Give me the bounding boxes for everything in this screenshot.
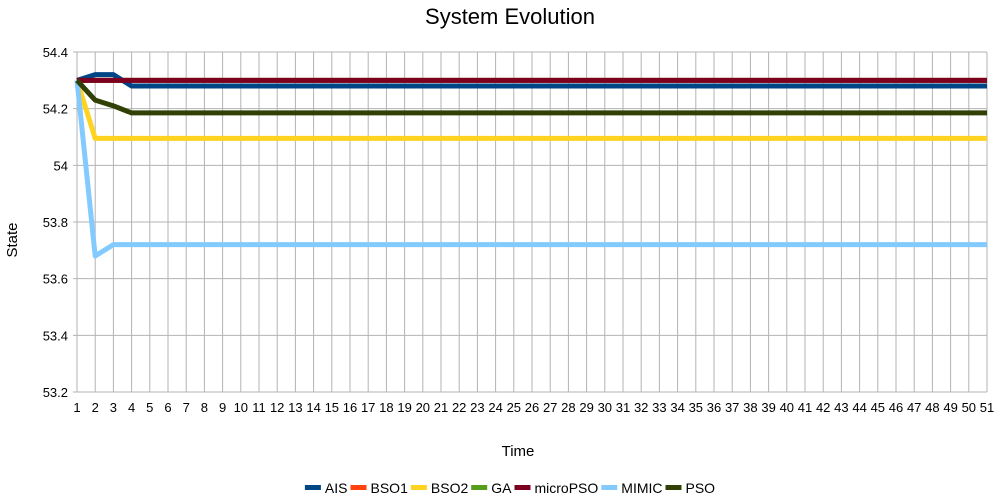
x-tick-label: 4 <box>128 400 135 415</box>
legend-swatch <box>410 485 427 490</box>
legend-item-bso1: BSO1 <box>350 480 409 496</box>
legend-item-pso: PSO <box>665 480 716 496</box>
legend-swatch <box>471 485 488 490</box>
x-tick-label: 24 <box>488 400 502 415</box>
legend-label: PSO <box>686 480 716 496</box>
legend-label: GA <box>491 480 512 496</box>
y-tick-label: 53.6 <box>43 272 68 287</box>
legend-swatch <box>601 485 618 490</box>
y-tick-label: 54.4 <box>43 45 68 60</box>
legend-swatch <box>514 485 531 490</box>
x-tick-label: 18 <box>379 400 393 415</box>
x-tick-label: 47 <box>907 400 921 415</box>
x-tick-label: 32 <box>634 400 648 415</box>
series-line-bso2 <box>74 79 987 141</box>
legend-item-mimic: MIMIC <box>601 480 663 496</box>
series-line-pso <box>75 78 987 116</box>
x-tick-label: 8 <box>201 400 208 415</box>
y-tick-label: 53.2 <box>43 385 68 400</box>
x-tick-label: 29 <box>579 400 593 415</box>
legend-label: microPSO <box>535 480 599 496</box>
x-tick-label: 10 <box>234 400 248 415</box>
x-tick-label: 37 <box>725 400 739 415</box>
x-tick-label: 40 <box>780 400 794 415</box>
x-tick-label: 51 <box>980 400 994 415</box>
x-tick-label: 17 <box>361 400 375 415</box>
x-tick-label: 26 <box>525 400 539 415</box>
x-tick-label: 38 <box>743 400 757 415</box>
y-tick-labels: 53.2 53.4 53.6 53.8 54 54.2 54.4 <box>43 45 68 400</box>
x-tick-label: 12 <box>270 400 284 415</box>
grid-lines <box>73 51 988 393</box>
x-tick-label: 33 <box>652 400 666 415</box>
x-tick-label: 43 <box>834 400 848 415</box>
x-tick-label: 50 <box>962 400 976 415</box>
x-tick-label: 49 <box>943 400 957 415</box>
series-line-mimic <box>74 80 987 259</box>
legend-swatch <box>304 485 321 490</box>
x-tick-label: 34 <box>670 400 684 415</box>
legend-item-ais: AIS <box>304 480 348 496</box>
x-tick-label: 22 <box>452 400 466 415</box>
x-tick-label: 28 <box>561 400 575 415</box>
x-tick-label: 2 <box>92 400 99 415</box>
legend-label: MIMIC <box>621 480 662 496</box>
x-tick-label: 39 <box>761 400 775 415</box>
chart-title: System Evolution <box>425 4 595 29</box>
x-tick-label: 6 <box>164 400 171 415</box>
legend-item-bso2: BSO2 <box>410 480 469 496</box>
x-tick-label: 23 <box>470 400 484 415</box>
legend: AIS BSO1 BSO2 GA microPSO MIMIC PSO <box>304 480 716 496</box>
x-tick-label: 7 <box>183 400 190 415</box>
legend-label: BSO2 <box>431 480 469 496</box>
x-tick-label: 27 <box>543 400 557 415</box>
x-tick-label: 46 <box>889 400 903 415</box>
x-tick-label: 48 <box>925 400 939 415</box>
x-tick-label: 3 <box>110 400 117 415</box>
legend-label: AIS <box>325 480 348 496</box>
x-tick-labels: 1 2 3 4 5 6 7 8 9 10 11 12 13 14 15 16 17 18 19 20 21 22 23 24 2… <box>73 400 994 415</box>
x-tick-label: 42 <box>816 400 830 415</box>
x-tick-label: 25 <box>507 400 521 415</box>
x-tick-label: 15 <box>325 400 339 415</box>
x-tick-label: 14 <box>306 400 320 415</box>
series-line-ais <box>76 72 987 89</box>
x-tick-label: 35 <box>689 400 703 415</box>
legend-swatch <box>665 485 682 490</box>
y-tick-label: 54.2 <box>43 102 68 117</box>
x-tick-label: 21 <box>434 400 448 415</box>
x-tick-label: 5 <box>146 400 153 415</box>
x-tick-label: 16 <box>343 400 357 415</box>
x-tick-label: 11 <box>252 400 266 415</box>
x-tick-label: 31 <box>616 400 630 415</box>
y-tick-label: 54 <box>54 158 68 173</box>
y-tick-label: 53.8 <box>43 215 68 230</box>
x-tick-label: 20 <box>416 400 430 415</box>
x-tick-label: 36 <box>707 400 721 415</box>
legend-swatch <box>350 485 367 490</box>
series-lines <box>74 72 987 259</box>
x-tick-label: 9 <box>219 400 226 415</box>
x-tick-label: 44 <box>852 400 866 415</box>
legend-label: BSO1 <box>371 480 409 496</box>
x-tick-label: 13 <box>288 400 302 415</box>
x-tick-label: 1 <box>73 400 80 415</box>
x-axis-label: Time <box>502 443 535 460</box>
y-axis-label: State <box>4 222 21 257</box>
x-tick-label: 41 <box>798 400 812 415</box>
y-tick-label: 53.4 <box>43 328 68 343</box>
legend-item-ga: GA <box>471 480 512 496</box>
legend-item-micropso: microPSO <box>514 480 599 496</box>
x-tick-label: 45 <box>871 400 885 415</box>
x-tick-label: 30 <box>598 400 612 415</box>
x-tick-label: 19 <box>397 400 411 415</box>
